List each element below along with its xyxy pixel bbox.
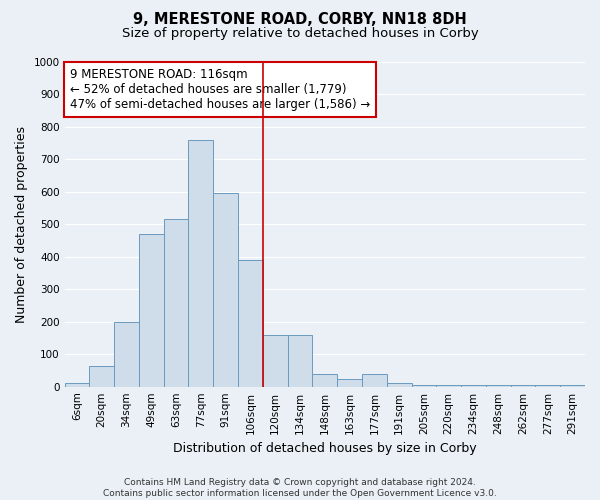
Text: Size of property relative to detached houses in Corby: Size of property relative to detached ho… xyxy=(122,28,478,40)
Bar xyxy=(362,374,387,386)
Bar xyxy=(337,378,362,386)
Bar xyxy=(164,219,188,386)
Bar xyxy=(560,385,585,386)
Bar xyxy=(287,334,313,386)
Bar xyxy=(213,193,238,386)
Bar xyxy=(461,385,486,386)
Bar xyxy=(89,366,114,386)
Text: 9, MERESTONE ROAD, CORBY, NN18 8DH: 9, MERESTONE ROAD, CORBY, NN18 8DH xyxy=(133,12,467,28)
Bar xyxy=(188,140,213,386)
Bar xyxy=(387,384,412,386)
Bar xyxy=(511,385,535,386)
X-axis label: Distribution of detached houses by size in Corby: Distribution of detached houses by size … xyxy=(173,442,476,455)
Bar xyxy=(139,234,164,386)
Bar xyxy=(114,322,139,386)
Bar xyxy=(535,385,560,386)
Text: 9 MERESTONE ROAD: 116sqm
← 52% of detached houses are smaller (1,779)
47% of sem: 9 MERESTONE ROAD: 116sqm ← 52% of detach… xyxy=(70,68,370,111)
Text: Contains HM Land Registry data © Crown copyright and database right 2024.
Contai: Contains HM Land Registry data © Crown c… xyxy=(103,478,497,498)
Bar xyxy=(313,374,337,386)
Bar xyxy=(238,260,263,386)
Bar xyxy=(263,334,287,386)
Bar xyxy=(436,385,461,386)
Bar xyxy=(486,385,511,386)
Y-axis label: Number of detached properties: Number of detached properties xyxy=(15,126,28,322)
Bar xyxy=(65,383,89,386)
Bar xyxy=(412,385,436,386)
